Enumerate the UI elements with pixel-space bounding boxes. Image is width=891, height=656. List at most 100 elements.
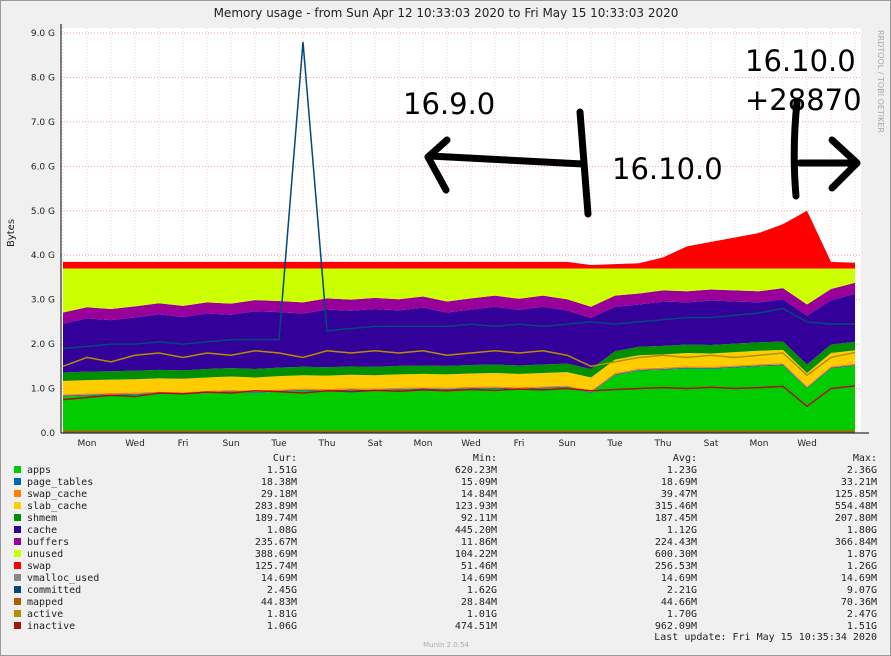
y-tick-label: 1.0 G (31, 385, 55, 395)
legend-name: vmalloc_used (27, 573, 99, 584)
legend-stat: 14.69M (661, 573, 697, 584)
legend-stat: 14.69M (461, 573, 497, 584)
legend-stat: 18.38M (261, 477, 297, 488)
last-update: Last update: Fri May 15 10:35:34 2020 (654, 632, 877, 643)
legend-stat: 224.43M (655, 537, 697, 548)
x-tick-label: Sat (704, 439, 719, 449)
legend-stat: 1.62G (467, 585, 497, 596)
legend-swatch (14, 478, 21, 485)
x-tick-label: Fri (178, 439, 189, 449)
hand-annotations: 16.9.0 16.10.0 16.10.0 +28870 (403, 44, 862, 218)
area-slab_cache (63, 349, 855, 395)
legend-swatch (14, 466, 21, 473)
x-tick-label: Wed (125, 439, 145, 449)
line-inactive (62, 385, 856, 408)
x-tick-label: Tue (270, 439, 287, 449)
legend-name: shmem (27, 513, 57, 524)
legend-stat: 9.07G (847, 585, 877, 596)
legend-stat: 207.80M (835, 513, 877, 524)
legend-stat: 315.46M (655, 501, 697, 512)
footer: Munin 2.0.54 (423, 641, 469, 649)
area-apps (63, 365, 855, 433)
x-tick-label: Sun (558, 439, 575, 449)
legend-stat: 29.18M (261, 489, 297, 500)
legend-swatch (14, 502, 21, 509)
legend-stat: 125.74M (255, 561, 297, 572)
chart-title: Memory usage - from Sun Apr 12 10:33:03 … (214, 6, 679, 20)
arrow-left (424, 108, 592, 218)
legend-name: inactive (27, 621, 75, 632)
legend-stat: 92.11M (461, 513, 497, 524)
x-tick-label: Thu (654, 439, 672, 449)
y-tick-label: 6.0 G (31, 162, 55, 172)
legend-stat: 15.09M (461, 477, 497, 488)
x-tick-label: Mon (414, 439, 433, 449)
x-tick-label: Tue (606, 439, 623, 449)
legend-stat: 1.51G (847, 621, 877, 632)
legend-name: swap (27, 561, 51, 572)
legend-stat: 1.23G (667, 465, 697, 476)
legend-swatch (14, 538, 21, 545)
legend-stat: 1.87G (847, 549, 877, 560)
legend-stat: 39.47M (661, 489, 697, 500)
legend-stat: 388.69M (255, 549, 297, 560)
stat-header: Min: (473, 453, 497, 464)
x-tick-label: Thu (318, 439, 336, 449)
legend-stat: 2.36G (847, 465, 877, 476)
y-tick-label: 3.0 G (31, 296, 55, 306)
y-tick-label: 9.0 G (31, 29, 55, 39)
legend-stat: 104.22M (455, 549, 497, 560)
legend-stat: 1.12G (667, 525, 697, 536)
legend-stat: 1.08G (267, 525, 297, 536)
x-tick-label: Wed (461, 439, 481, 449)
x-tick-label: Sat (368, 439, 383, 449)
legend-name: apps (27, 465, 51, 476)
x-tick-label: Sun (222, 439, 239, 449)
area-shmem (63, 341, 855, 381)
area-unused (63, 268, 855, 313)
legend-stat: 14.84M (461, 489, 497, 500)
legend-stat: 1.51G (267, 465, 297, 476)
legend-name: page_tables (27, 477, 93, 488)
stat-header: Cur: (273, 453, 297, 464)
legend-stat: 2.47G (847, 609, 877, 620)
annotation: 16.10.0 (745, 44, 856, 78)
legend-stat: 44.66M (661, 597, 697, 608)
x-tick-label: Mon (78, 439, 97, 449)
legend-swatch (14, 526, 21, 533)
stat-header: Max: (853, 453, 877, 464)
x-tick-label: Fri (514, 439, 525, 449)
legend-stat: 123.93M (455, 501, 497, 512)
legend-stat: 620.23M (455, 465, 497, 476)
legend-stat: 1.06G (267, 621, 297, 632)
legend-stat: 256.53M (655, 561, 697, 572)
legend-stat: 44.83M (261, 597, 297, 608)
annotation: +28870 (745, 83, 862, 117)
y-tick-label: 7.0 G (31, 118, 55, 128)
legend-name: buffers (27, 537, 69, 548)
y-tick-label: 0.0 (41, 429, 56, 439)
line-active (62, 350, 856, 377)
legend-swatch (14, 490, 21, 497)
legend-swatch (14, 574, 21, 581)
legend-name: swap_cache (27, 489, 87, 500)
legend-stat: 14.69M (261, 573, 297, 584)
legend-stat: 1.26G (847, 561, 877, 572)
legend-stat: 28.84M (461, 597, 497, 608)
area-swap_cache (63, 363, 855, 396)
stat-header: Avg: (673, 453, 697, 464)
legend-stat: 366.84M (835, 537, 877, 548)
legend-swatch (14, 514, 21, 521)
legend-stat: 600.30M (655, 549, 697, 560)
legend-stat: 2.21G (667, 585, 697, 596)
legend-name: mapped (27, 597, 63, 608)
legend-stat: 33.21M (841, 477, 877, 488)
side-text: RRDTOOL / TOBI OETIKER (876, 30, 885, 133)
legend-stat: 1.80G (847, 525, 877, 536)
legend-name: committed (27, 585, 81, 596)
area-buffers (63, 282, 855, 324)
legend-swatch (14, 586, 21, 593)
y-tick-label: 8.0 G (31, 73, 55, 83)
legend-stat: 11.86M (461, 537, 497, 548)
